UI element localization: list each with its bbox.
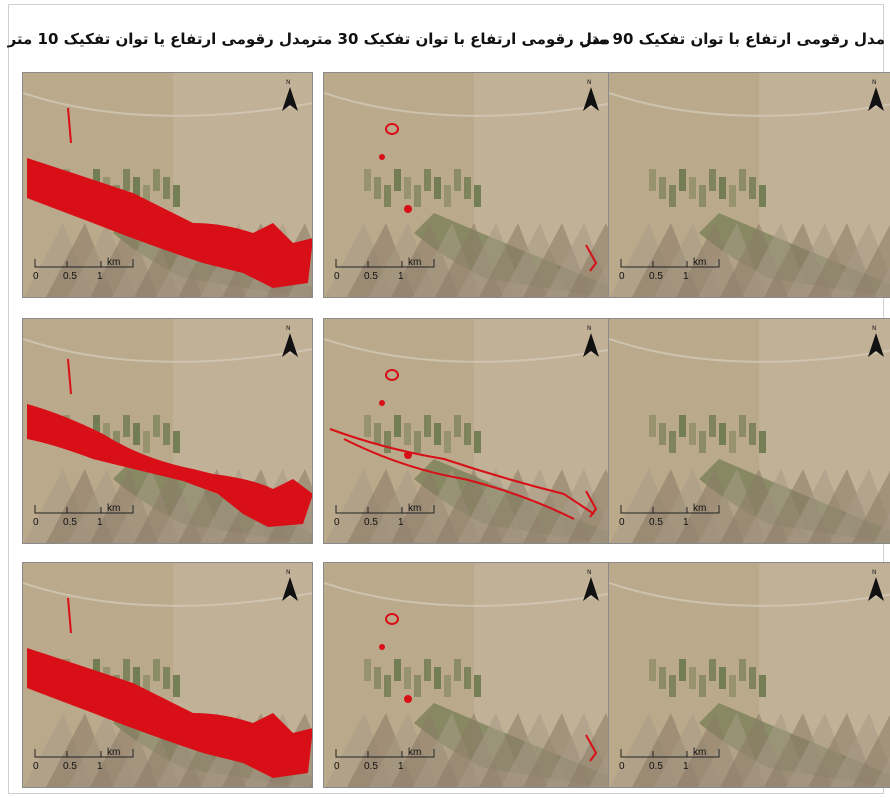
scale-tick-0: 0 xyxy=(334,271,340,282)
satellite-map xyxy=(23,319,312,543)
north-arrow-icon: N xyxy=(581,325,601,361)
scale-tick-0.5: 0.5 xyxy=(364,761,378,772)
scale-tick-0: 0 xyxy=(619,761,625,772)
north-label: N xyxy=(286,79,291,86)
map-panel-dem10-row2: N 0 0.5 1 km xyxy=(22,318,313,544)
satellite-map xyxy=(324,73,613,297)
map-panel-dem10-row3: N 0 0.5 1 km xyxy=(22,562,313,788)
scale-bar: 0 0.5 1 km xyxy=(33,503,143,533)
scale-tick-0: 0 xyxy=(619,271,625,282)
scale-bar: 0 0.5 1 km xyxy=(619,747,729,777)
scale-tick-1: 1 xyxy=(398,761,404,772)
column-title-dem90: مدل رقومی ارتفاع با توان تفکیک 90 متر xyxy=(582,30,885,48)
scale-tick-1: 1 xyxy=(398,271,404,282)
satellite-map xyxy=(609,73,890,297)
scale-tick-0.5: 0.5 xyxy=(649,271,663,282)
north-label: N xyxy=(587,79,592,86)
scale-tick-0: 0 xyxy=(619,517,625,528)
scale-bar: 0 0.5 1 km xyxy=(334,257,444,287)
scale-tick-1: 1 xyxy=(97,517,103,528)
scale-tick-1: 1 xyxy=(683,271,689,282)
map-panel-dem90-row2: N 0 0.5 1 km xyxy=(608,318,890,544)
scale-unit: km xyxy=(107,747,121,758)
map-panel-dem10-row1: N 0 0.5 1 km xyxy=(22,72,313,298)
scale-unit: km xyxy=(408,257,422,268)
satellite-map xyxy=(324,563,613,787)
north-arrow-icon: N xyxy=(581,79,601,115)
scale-tick-0.5: 0.5 xyxy=(63,271,77,282)
scale-bar: 0 0.5 1 km xyxy=(33,257,143,287)
scale-bar: 0 0.5 1 km xyxy=(33,747,143,777)
map-panel-dem30-row1: N 0 0.5 1 km xyxy=(323,72,614,298)
north-label: N xyxy=(872,79,877,86)
scale-tick-1: 1 xyxy=(97,271,103,282)
scale-tick-1: 1 xyxy=(683,761,689,772)
scale-tick-0.5: 0.5 xyxy=(63,761,77,772)
north-arrow-icon: N xyxy=(280,79,300,115)
map-panel-dem30-row2: N 0 0.5 1 km xyxy=(323,318,614,544)
scale-unit: km xyxy=(408,747,422,758)
scale-tick-0: 0 xyxy=(334,761,340,772)
north-label: N xyxy=(587,325,592,332)
scale-unit: km xyxy=(693,257,707,268)
scale-tick-1: 1 xyxy=(683,517,689,528)
north-label: N xyxy=(872,569,877,576)
satellite-map xyxy=(609,563,890,787)
north-label: N xyxy=(872,325,877,332)
north-arrow-icon: N xyxy=(866,325,886,361)
map-panel-dem90-row1: N 0 0.5 1 km xyxy=(608,72,890,298)
north-label: N xyxy=(286,569,291,576)
scale-tick-0.5: 0.5 xyxy=(649,517,663,528)
scale-bar: 0 0.5 1 km xyxy=(619,503,729,533)
scale-tick-0: 0 xyxy=(33,517,39,528)
scale-tick-0.5: 0.5 xyxy=(364,271,378,282)
scale-tick-1: 1 xyxy=(97,761,103,772)
scale-unit: km xyxy=(693,503,707,514)
north-label: N xyxy=(286,325,291,332)
scale-unit: km xyxy=(107,503,121,514)
scale-unit: km xyxy=(408,503,422,514)
satellite-map xyxy=(609,319,890,543)
north-arrow-icon: N xyxy=(280,569,300,605)
scale-unit: km xyxy=(693,747,707,758)
column-title-dem10: مدل رقومی ارتفاع یا توان تفکیک 10 متر xyxy=(7,30,310,48)
scale-bar: 0 0.5 1 km xyxy=(334,747,444,777)
scale-tick-0.5: 0.5 xyxy=(649,761,663,772)
scale-bar: 0 0.5 1 km xyxy=(334,503,444,533)
map-panel-dem30-row3: N 0 0.5 1 km xyxy=(323,562,614,788)
north-arrow-icon: N xyxy=(280,325,300,361)
scale-tick-0.5: 0.5 xyxy=(364,517,378,528)
scale-tick-0: 0 xyxy=(33,271,39,282)
scale-tick-1: 1 xyxy=(398,517,404,528)
north-arrow-icon: N xyxy=(866,569,886,605)
map-panel-dem90-row3: N 0 0.5 1 km xyxy=(608,562,890,788)
north-arrow-icon: N xyxy=(581,569,601,605)
scale-tick-0.5: 0.5 xyxy=(63,517,77,528)
scale-tick-0: 0 xyxy=(33,761,39,772)
satellite-map xyxy=(23,563,312,787)
column-title-dem30: مدل رقومی ارتفاع با توان تفکیک 30 متر xyxy=(307,30,610,48)
scale-bar: 0 0.5 1 km xyxy=(619,257,729,287)
satellite-map xyxy=(324,319,613,543)
scale-unit: km xyxy=(107,257,121,268)
north-arrow-icon: N xyxy=(866,79,886,115)
north-label: N xyxy=(587,569,592,576)
satellite-map xyxy=(23,73,312,297)
scale-tick-0: 0 xyxy=(334,517,340,528)
